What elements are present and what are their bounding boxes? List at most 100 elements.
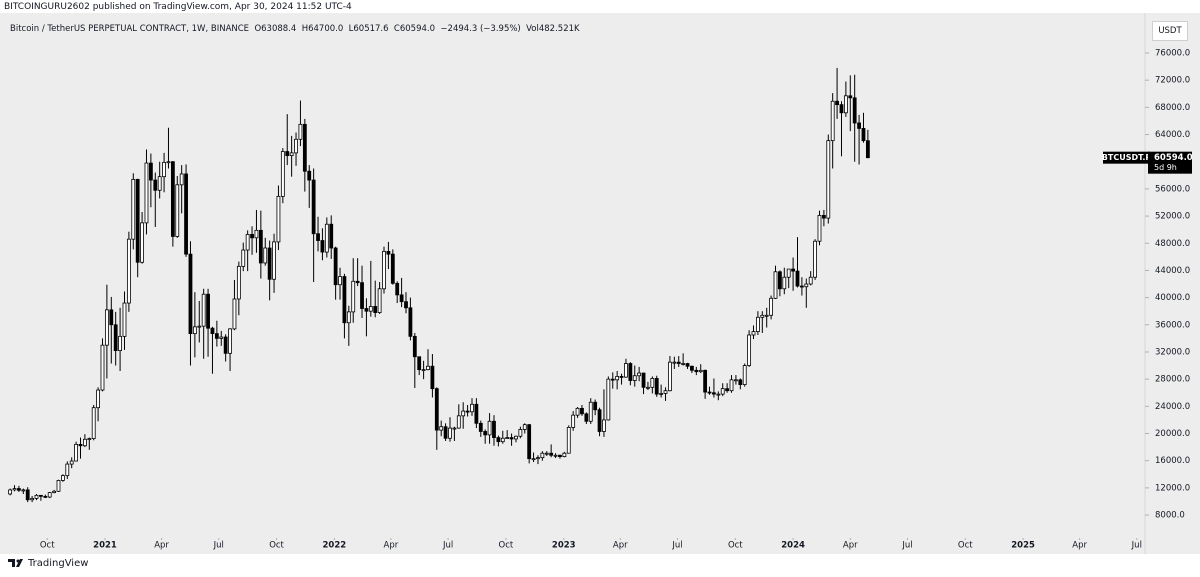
candle-body xyxy=(835,100,839,106)
candle-body xyxy=(821,214,826,219)
candle-body xyxy=(166,161,171,164)
candle-body xyxy=(399,294,404,303)
candle-body xyxy=(531,458,536,461)
candle-body xyxy=(527,424,532,460)
candle-body xyxy=(324,223,329,253)
candle-body xyxy=(619,376,624,378)
candle-body xyxy=(170,161,175,237)
candle-body xyxy=(65,463,70,477)
candle-body xyxy=(408,307,413,337)
candle-body xyxy=(267,247,272,280)
candle-body xyxy=(839,104,844,114)
candle-body xyxy=(720,388,725,395)
y-tick-label: 44000.0 xyxy=(1155,266,1190,276)
candle-body xyxy=(206,293,210,329)
y-tick-label: 68000.0 xyxy=(1155,103,1190,113)
candle-body xyxy=(456,415,461,429)
candle-body xyxy=(703,369,708,393)
price-tag-label: 60594.0 xyxy=(1154,153,1193,163)
x-tick-label: 2025 xyxy=(1011,541,1035,551)
y-tick-label: 76000.0 xyxy=(1155,48,1190,58)
candle-body xyxy=(448,427,452,439)
candle-body xyxy=(751,331,756,336)
candle-body xyxy=(236,265,241,300)
candle-body xyxy=(61,475,65,481)
candle-body xyxy=(338,276,342,286)
candle-body xyxy=(641,372,646,388)
candle-body xyxy=(676,361,681,364)
candle-body xyxy=(536,457,540,460)
candle-body xyxy=(192,326,197,335)
footer-background xyxy=(0,556,1200,577)
candle-body xyxy=(289,152,294,156)
candle-body xyxy=(663,390,668,394)
candle-body xyxy=(690,365,694,371)
candle-body xyxy=(624,363,628,378)
y-tick-label: 28000.0 xyxy=(1155,375,1190,385)
candle-body xyxy=(386,251,391,255)
y-tick-label: 20000.0 xyxy=(1155,429,1190,439)
y-tick-label: 56000.0 xyxy=(1155,184,1190,194)
candle-body xyxy=(558,454,562,458)
x-tick-label: Apr xyxy=(154,541,169,551)
candle-body xyxy=(201,293,206,327)
candle-body xyxy=(12,488,17,491)
candle-body xyxy=(602,419,606,432)
candle-body xyxy=(21,489,26,492)
candle-body xyxy=(280,151,285,197)
candle-body xyxy=(659,393,664,395)
candle-body xyxy=(140,222,144,263)
candle-body xyxy=(707,391,712,394)
x-tick-label: 2022 xyxy=(323,541,347,551)
candle-body xyxy=(804,283,809,288)
candle-body xyxy=(672,361,677,364)
currency-button[interactable]: USDT xyxy=(1152,21,1188,41)
candle-body xyxy=(100,344,105,391)
y-tick-label: 24000.0 xyxy=(1155,402,1190,412)
candle-body xyxy=(549,452,554,456)
candle-body xyxy=(421,369,426,372)
candle-body xyxy=(320,240,325,253)
candle-body xyxy=(131,178,136,240)
candle-body xyxy=(109,309,114,326)
candle-body xyxy=(861,128,866,142)
candle-body xyxy=(126,238,131,304)
candle-body xyxy=(276,195,281,243)
candle-body xyxy=(219,336,224,339)
candle-body xyxy=(522,424,527,430)
candle-body xyxy=(258,229,263,264)
candle-body xyxy=(197,325,202,328)
candle-body xyxy=(478,422,483,432)
x-tick-label: 2023 xyxy=(552,541,576,551)
candle-body xyxy=(461,410,466,417)
candle-body xyxy=(285,151,290,156)
candle-body xyxy=(316,233,320,241)
candle-body xyxy=(175,184,180,237)
candle-body xyxy=(395,282,400,296)
y-tick-label: 36000.0 xyxy=(1155,320,1190,330)
candle-body xyxy=(571,414,576,428)
candle-body xyxy=(597,409,602,432)
candle-body xyxy=(562,452,567,458)
candle-body xyxy=(514,435,518,440)
candle-body xyxy=(426,365,430,371)
y-tick-label: 12000.0 xyxy=(1155,483,1190,493)
candle-body xyxy=(518,429,523,437)
tradingview-logo xyxy=(8,559,23,567)
candle-body xyxy=(544,452,549,455)
candle-body xyxy=(52,490,57,494)
x-tick-label: Apr xyxy=(843,541,858,551)
candle-body xyxy=(575,407,580,416)
candle-body xyxy=(34,494,39,499)
x-tick-label: Oct xyxy=(958,541,973,551)
candle-body xyxy=(368,306,373,312)
y-tick-label: 16000.0 xyxy=(1155,456,1190,466)
candle-body xyxy=(443,426,448,439)
candle-body xyxy=(78,443,83,447)
candle-body xyxy=(232,298,237,330)
candle-body xyxy=(799,285,804,288)
candle-body xyxy=(826,140,831,219)
candle-body xyxy=(39,494,43,497)
candle-body xyxy=(355,280,360,284)
